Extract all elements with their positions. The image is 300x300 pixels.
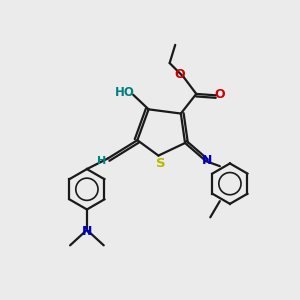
Text: N: N xyxy=(202,154,213,166)
Text: H: H xyxy=(97,156,106,166)
Text: HO: HO xyxy=(115,86,135,99)
Text: S: S xyxy=(156,157,166,170)
Text: N: N xyxy=(82,225,92,238)
Text: O: O xyxy=(175,68,185,81)
Text: O: O xyxy=(214,88,225,101)
